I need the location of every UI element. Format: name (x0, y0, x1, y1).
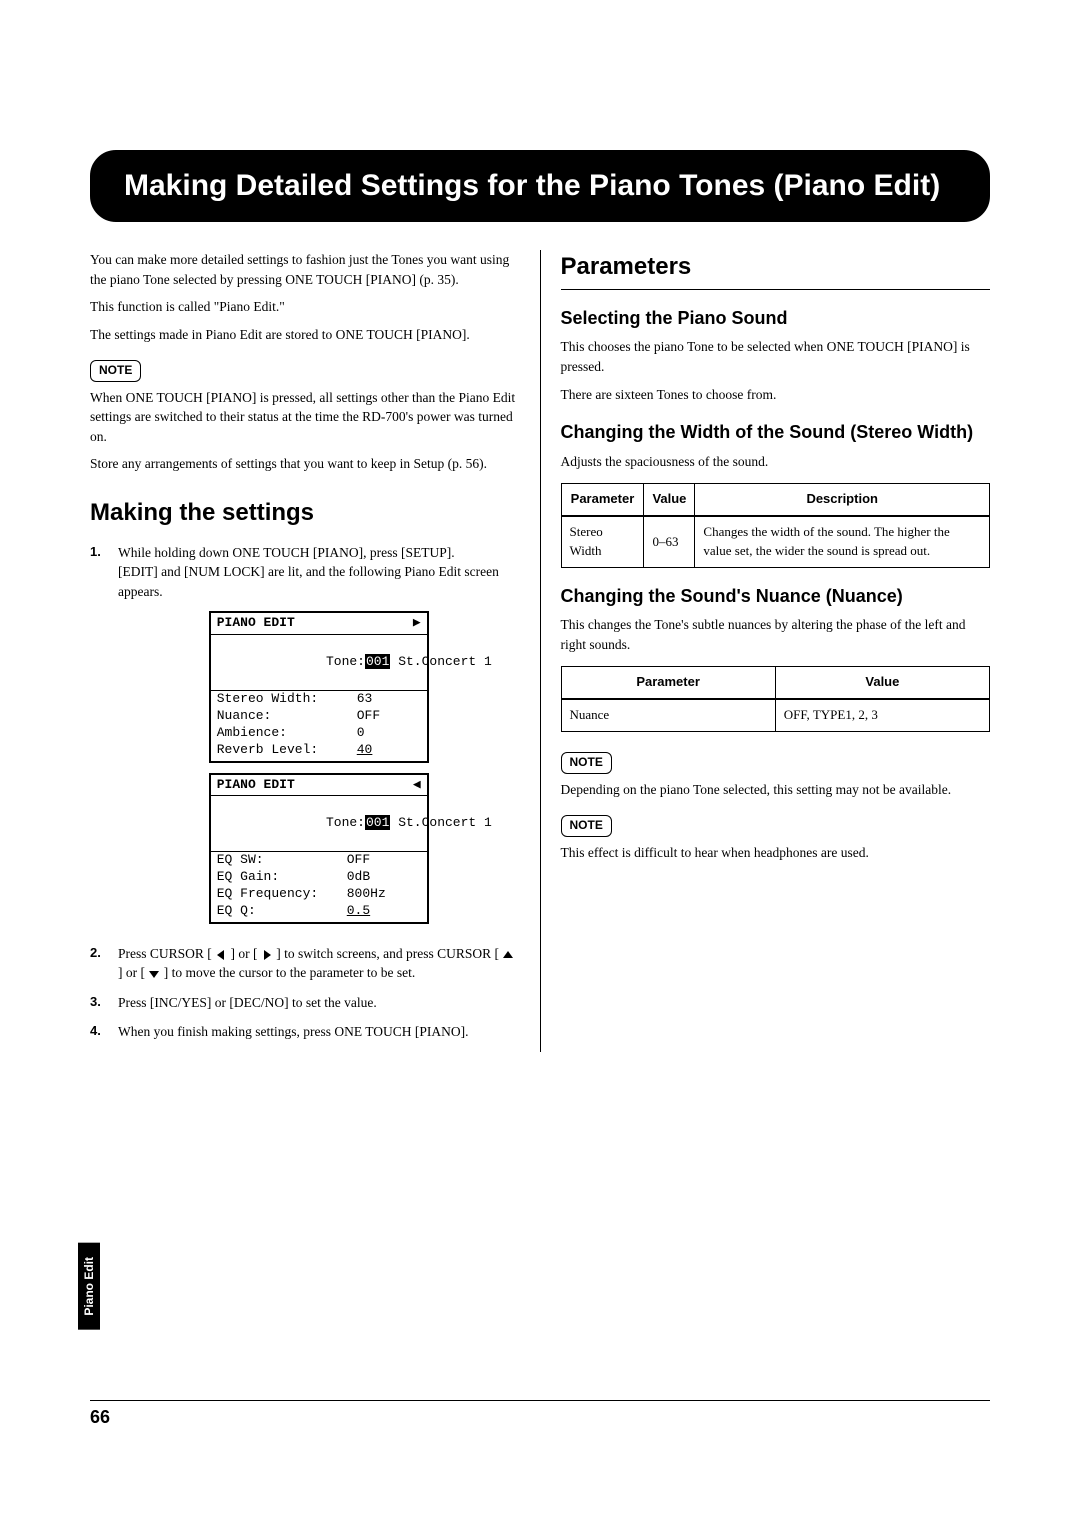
steps-list: 1. While holding down ONE TOUCH [PIANO],… (90, 543, 520, 1042)
intro-paragraph: This function is called "Piano Edit." (90, 297, 520, 317)
lcd-title: PIANO EDIT (217, 777, 295, 794)
note-label: NOTE (90, 360, 141, 381)
lcd-tone-number: 001 (365, 654, 390, 669)
lcd-row: Reverb Level:40 (211, 742, 427, 761)
step-number: 4. (90, 1022, 108, 1042)
table-row: Nuance OFF, TYPE1, 2, 3 (561, 699, 990, 731)
step-line: While holding down ONE TOUCH [PIANO], pr… (118, 545, 455, 560)
table-header: Value (644, 484, 695, 516)
lcd-tone-number: 001 (365, 815, 390, 830)
lcd-row: Stereo Width:63 (211, 691, 427, 708)
lcd-screen-1: PIANO EDIT ▶ Tone:001 St.Concert 1 Stere… (209, 611, 429, 762)
lcd-header: PIANO EDIT ◀ (211, 775, 427, 797)
lcd-tone-name: St.Concert 1 (390, 654, 491, 669)
page-footer: 66 (90, 1400, 990, 1428)
lcd-tone-line: Tone:001 St.Concert 1 (211, 635, 427, 691)
table-header: Description (695, 484, 990, 516)
step-item: 1. While holding down ONE TOUCH [PIANO],… (90, 543, 520, 934)
lcd-row: EQ Frequency:800Hz (211, 886, 427, 903)
step-number: 3. (90, 993, 108, 1013)
content-columns: You can make more detailed settings to f… (90, 250, 990, 1052)
left-column: You can make more detailed settings to f… (90, 250, 540, 1052)
intro-paragraph: The settings made in Piano Edit are stor… (90, 325, 520, 345)
body-text: There are sixteen Tones to choose from. (561, 385, 991, 405)
cursor-down-icon (148, 968, 160, 980)
table-header: Parameter (561, 667, 775, 699)
selecting-piano-heading: Selecting the Piano Sound (561, 308, 991, 330)
table-header-row: Parameter Value (561, 667, 990, 699)
note-text: This effect is difficult to hear when he… (561, 843, 991, 863)
right-column: Parameters Selecting the Piano Sound Thi… (540, 250, 991, 1052)
lcd-row: EQ Gain:0dB (211, 869, 427, 886)
lcd-row: Nuance:OFF (211, 708, 427, 725)
table-header-row: Parameter Value Description (561, 484, 990, 516)
step-text: Press [INC/YES] or [DEC/NO] to set the v… (118, 993, 520, 1013)
table-cell: Stereo Width (561, 516, 644, 567)
step-text: When you finish making settings, press O… (118, 1022, 520, 1042)
table-header: Value (775, 667, 989, 699)
note-text: Store any arrangements of settings that … (90, 454, 520, 474)
nuance-heading: Changing the Sound's Nuance (Nuance) (561, 586, 991, 608)
step-item: 4. When you finish making settings, pres… (90, 1022, 520, 1042)
lcd-row: EQ SW:OFF (211, 852, 427, 869)
lcd-row: EQ Q:0.5 (211, 903, 427, 922)
note-text: When ONE TOUCH [PIANO] is pressed, all s… (90, 388, 520, 447)
note-text: Depending on the piano Tone selected, th… (561, 780, 991, 800)
left-arrow-icon: ◀ (413, 777, 421, 794)
lcd-tone-line: Tone:001 St.Concert 1 (211, 796, 427, 852)
table-row: Stereo Width 0–63 Changes the width of t… (561, 516, 990, 567)
page-title: Making Detailed Settings for the Piano T… (124, 168, 956, 204)
making-settings-heading: Making the settings (90, 496, 520, 531)
table-cell: Changes the width of the sound. The high… (695, 516, 990, 567)
step-number: 1. (90, 543, 108, 934)
body-text: This chooses the piano Tone to be select… (561, 337, 991, 376)
parameters-heading: Parameters (561, 250, 991, 290)
table-cell: OFF, TYPE1, 2, 3 (775, 699, 989, 731)
lcd-header: PIANO EDIT ▶ (211, 613, 427, 635)
intro-paragraph: You can make more detailed settings to f… (90, 250, 520, 289)
cursor-up-icon (502, 949, 514, 961)
nuance-table: Parameter Value Nuance OFF, TYPE1, 2, 3 (561, 666, 991, 732)
step-text: Press CURSOR [ ] or [ ] to switch screen… (118, 944, 520, 983)
step-item: 2. Press CURSOR [ ] or [ ] to switch scr… (90, 944, 520, 983)
side-tab: Piano Edit (78, 1243, 100, 1330)
step-item: 3. Press [INC/YES] or [DEC/NO] to set th… (90, 993, 520, 1013)
lcd-tone-name: St.Concert 1 (390, 815, 491, 830)
step-number: 2. (90, 944, 108, 983)
page-number: 66 (90, 1407, 110, 1427)
lcd-title: PIANO EDIT (217, 615, 295, 632)
cursor-left-icon (215, 949, 227, 961)
stereo-width-table: Parameter Value Description Stereo Width… (561, 483, 991, 568)
step-line: [EDIT] and [NUM LOCK] are lit, and the f… (118, 564, 499, 599)
note-label: NOTE (561, 815, 612, 836)
body-text: This changes the Tone's subtle nuances b… (561, 615, 991, 654)
step-text: While holding down ONE TOUCH [PIANO], pr… (118, 543, 520, 934)
table-cell: Nuance (561, 699, 775, 731)
stereo-width-heading: Changing the Width of the Sound (Stereo … (561, 422, 991, 444)
body-text: Adjusts the spaciousness of the sound. (561, 452, 991, 472)
note-label: NOTE (561, 752, 612, 773)
lcd-row: Ambience:0 (211, 725, 427, 742)
table-header: Parameter (561, 484, 644, 516)
page-title-box: Making Detailed Settings for the Piano T… (90, 150, 990, 222)
lcd-screen-2: PIANO EDIT ◀ Tone:001 St.Concert 1 EQ SW… (209, 773, 429, 924)
cursor-right-icon (261, 949, 273, 961)
right-arrow-icon: ▶ (413, 615, 421, 632)
table-cell: 0–63 (644, 516, 695, 567)
